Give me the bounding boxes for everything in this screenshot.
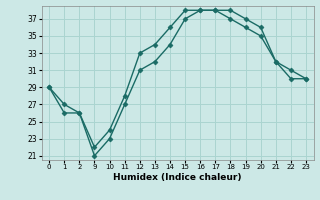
X-axis label: Humidex (Indice chaleur): Humidex (Indice chaleur) <box>113 173 242 182</box>
